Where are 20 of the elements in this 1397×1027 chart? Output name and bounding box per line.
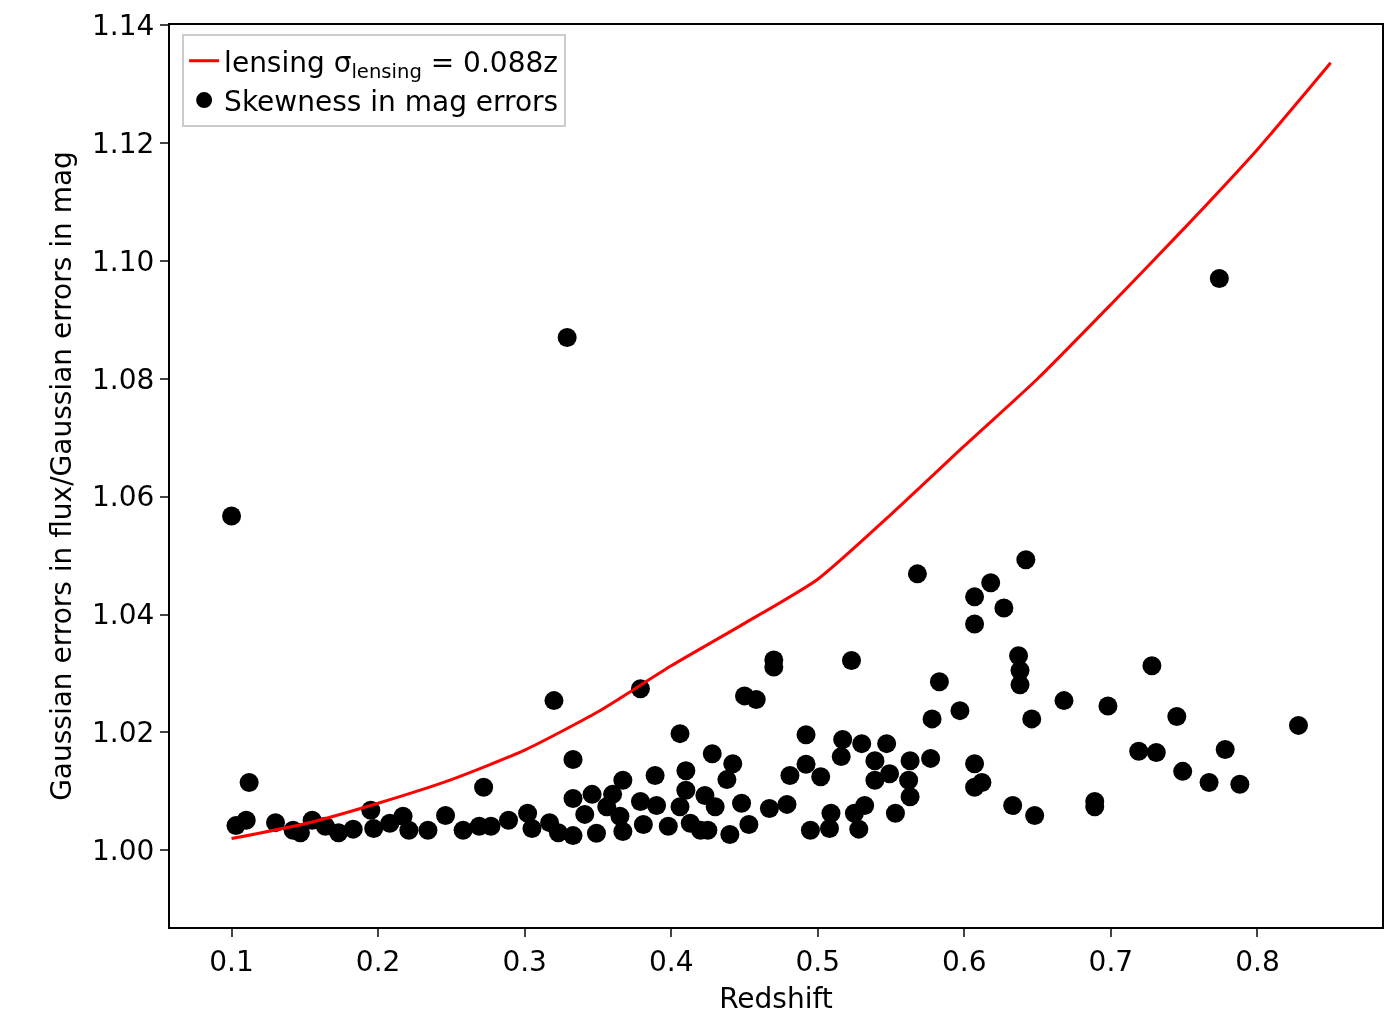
x-tick-label: 0.8 [1235, 944, 1280, 978]
y-tick-label: 1.06 [92, 480, 155, 514]
y-tick-label: 1.14 [92, 8, 155, 42]
y-tick-label: 1.02 [92, 716, 155, 750]
y-tick-label: 1.10 [92, 244, 155, 278]
x-tick-label: 0.4 [648, 944, 694, 978]
x-tick-label: 0.7 [1088, 944, 1134, 978]
legend-label: Skewness in mag errors [224, 85, 559, 119]
x-tick-label: 0.2 [355, 944, 401, 978]
y-tick-label: 1.12 [92, 126, 155, 160]
legend-label: lensing σ$_{lensing}$ = 0.088z [224, 45, 558, 83]
y-tick-label: 1.04 [92, 598, 155, 632]
x-tick-label: 0.1 [209, 944, 254, 978]
y-axis-title: Gaussian errors in flux/Gaussian errors in mag [45, 151, 79, 801]
x-tick-label: 0.5 [795, 944, 841, 978]
x-tick-label: 0.3 [502, 944, 547, 978]
x-axis-title: Redshift [719, 982, 833, 1016]
x-tick-label: 0.6 [942, 944, 987, 978]
y-tick-label: 1.00 [92, 834, 155, 868]
y-tick-label: 1.08 [92, 362, 155, 396]
